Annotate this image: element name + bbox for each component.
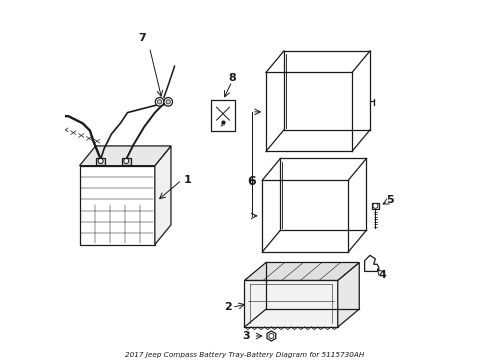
Bar	[371, 203, 378, 209]
FancyBboxPatch shape	[96, 158, 105, 165]
Polygon shape	[266, 331, 275, 341]
Circle shape	[157, 100, 162, 104]
Polygon shape	[364, 255, 378, 271]
Circle shape	[268, 333, 273, 338]
Text: 2: 2	[224, 302, 231, 312]
Text: 5: 5	[385, 195, 393, 205]
Polygon shape	[244, 262, 359, 280]
Circle shape	[98, 158, 103, 163]
Circle shape	[123, 158, 128, 163]
Text: 1: 1	[183, 175, 191, 185]
Circle shape	[372, 203, 377, 208]
FancyBboxPatch shape	[22, 124, 35, 135]
Polygon shape	[80, 166, 155, 244]
Circle shape	[166, 100, 170, 104]
Text: 3: 3	[242, 331, 249, 341]
Text: 8: 8	[227, 73, 235, 83]
Circle shape	[155, 98, 163, 106]
Text: 4: 4	[378, 270, 386, 280]
Text: jb: jb	[220, 122, 225, 127]
FancyBboxPatch shape	[122, 158, 131, 165]
Bar	[211, 100, 234, 131]
Polygon shape	[155, 146, 171, 244]
Text: 6: 6	[247, 175, 255, 188]
Polygon shape	[337, 262, 359, 327]
Polygon shape	[80, 146, 171, 166]
Circle shape	[163, 98, 172, 106]
Polygon shape	[244, 280, 337, 327]
Text: 2017 Jeep Compass Battery Tray-Battery Diagram for 5115730AH: 2017 Jeep Compass Battery Tray-Battery D…	[124, 351, 364, 357]
Text: 7: 7	[138, 33, 146, 43]
